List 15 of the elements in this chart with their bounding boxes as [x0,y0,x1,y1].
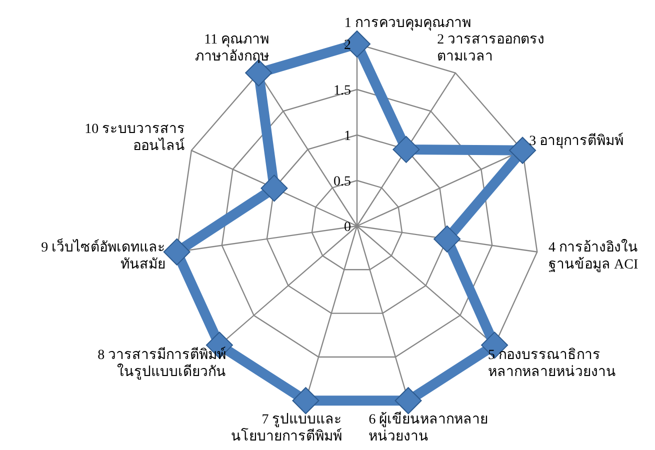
spoke-label: 9 เว็บไซต์อัพเดทและ ทันสมัย [41,239,166,274]
spoke-label: 11 คุณภาพ ภาษาอังกฤษ [195,31,270,66]
spoke-label: 3 อายุการตีพิมพ์ [529,133,624,150]
spoke-label: 5 กองบรรณาธิการ หลากหลายหน่วยงาน [488,347,616,382]
spoke-label: 6 ผู้เขียนหลากหลาย หน่วยงาน [368,411,488,446]
spoke-label: 10 ระบบวารสาร ออนไลน์ [84,121,186,156]
y-tick-label: 1.5 [334,84,351,98]
spoke-label: 4 การอ้างอิงใน ฐานข้อมูล ACI [548,239,638,274]
y-tick-label: 2 [344,38,351,53]
spoke-label: 1 การควบคุมคุณภาพ [344,15,471,32]
y-tick-label: 0.5 [334,174,351,190]
y-tick-label: 0 [344,220,351,235]
spoke-label: 7 รูปแบบและ นโยบายการตีพิมพ์ [231,411,342,446]
y-tick-label: 1 [344,129,351,144]
spoke-label: 2 วารสารออกตรง ตามเวลา [437,31,545,66]
